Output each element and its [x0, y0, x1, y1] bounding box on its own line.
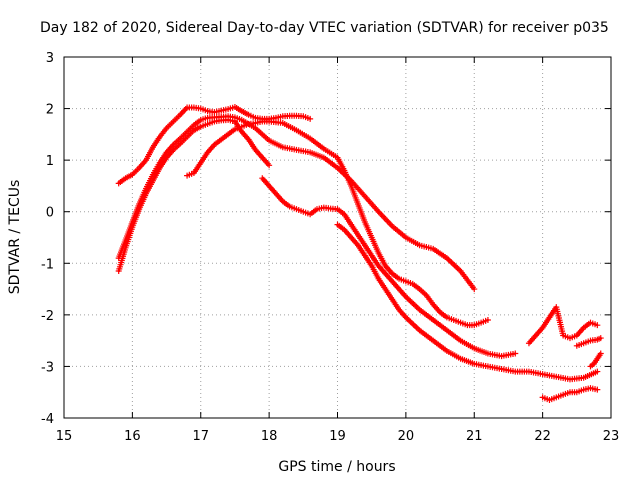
y-tick-label: 2 — [46, 103, 54, 118]
y-tick-label: 1 — [46, 154, 54, 169]
y-tick-label: 3 — [46, 51, 54, 66]
data-point-marker — [266, 162, 273, 169]
x-tick-label: 23 — [603, 429, 620, 444]
series-arc-3 — [115, 113, 478, 293]
y-axis-label: SDTVAR / TECUs — [7, 180, 23, 295]
x-tick-label: 18 — [261, 429, 278, 444]
x-tick-label: 20 — [398, 429, 415, 444]
series-arc-10 — [587, 350, 604, 370]
data-point-marker — [597, 335, 604, 342]
y-tick-label: 0 — [46, 206, 54, 221]
x-tick-label: 15 — [56, 429, 73, 444]
x-tick-label: 17 — [192, 429, 209, 444]
series-arc-4 — [184, 118, 491, 329]
data-point-marker — [512, 350, 519, 357]
data-point-marker — [484, 317, 491, 324]
data-point-marker — [307, 115, 314, 122]
series-arc-8 — [539, 385, 601, 403]
data-series-group — [115, 104, 604, 403]
y-tick-label: -2 — [41, 309, 54, 324]
data-point-marker — [594, 386, 601, 393]
x-tick-label: 19 — [329, 429, 346, 444]
y-tick-label: -1 — [41, 257, 54, 272]
data-point-marker — [594, 368, 601, 375]
series-arc-7 — [525, 304, 601, 347]
data-point-marker — [597, 350, 604, 357]
series-arc-6 — [334, 221, 601, 383]
y-tick-label: -3 — [41, 360, 54, 375]
chart-title: Day 182 of 2020, Sidereal Day-to-day VTE… — [40, 20, 609, 36]
series-arc-2 — [115, 116, 273, 275]
x-tick-label: 22 — [534, 429, 551, 444]
x-tick-label: 16 — [124, 429, 141, 444]
y-tick-label: -4 — [41, 412, 54, 427]
grid — [64, 57, 611, 418]
series-arc-9 — [573, 335, 604, 349]
data-point-marker — [594, 322, 601, 329]
data-point-marker — [471, 286, 478, 293]
x-axis-label: GPS time / hours — [278, 459, 395, 475]
series-arc-5 — [259, 175, 519, 360]
x-tick-label: 21 — [466, 429, 483, 444]
